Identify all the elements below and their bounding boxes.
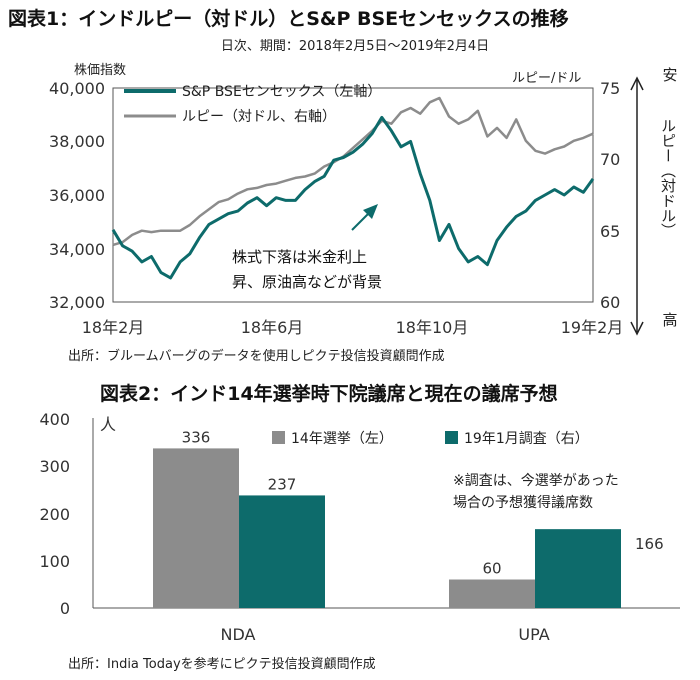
chart1-source: 出所：ブルームバーグのデータを使用しピクテ投信投資顧問作成: [68, 348, 445, 364]
value-label-nda-2014: 336: [182, 428, 211, 446]
annotation-line-1: 株式下落は米金利上: [232, 248, 367, 266]
rupee-series-line: [112, 96, 594, 247]
bar-upa-2014: [449, 579, 535, 608]
chart1-right-tick: 65: [600, 222, 620, 241]
category-label-nda: NDA: [221, 625, 256, 644]
chart2-title: 図表2：インド14年選挙時下院議席と現在の議席予想: [100, 382, 558, 405]
bar-nda-2014: [153, 448, 239, 608]
chart2-note-line-2: 場合の予想獲得議席数: [453, 494, 593, 511]
chart2-source: 出所：India Todayを参考にピクテ投信投資顧問作成: [68, 656, 376, 672]
chart1-left-tick: 40,000: [49, 79, 105, 98]
chart1-x-tick: 18年6月: [241, 318, 304, 337]
chart1-left-tick: 38,000: [49, 132, 105, 151]
chart2-y-tick: 100: [39, 552, 70, 571]
chart1-x-ticks: 18年2月 18年6月 18年10月 19年2月: [82, 318, 624, 337]
chart2-y-tick: 400: [39, 410, 70, 429]
chart2-note-line-1: ※調査は、今選挙があった: [453, 473, 619, 489]
chart1-right-tick: 75: [600, 79, 620, 98]
right-side-label-mid: ルピー（対ドル）: [659, 118, 677, 238]
chart2-y-tick: 300: [39, 457, 70, 476]
sensex-series-line: [111, 115, 595, 280]
legend-swatch-2019: [445, 431, 458, 444]
value-label-nda-2019: 237: [268, 475, 297, 493]
legend-label-2019: 19年1月調査（右）: [464, 431, 589, 447]
bar-upa-2019: [535, 529, 621, 608]
category-label-upa: UPA: [518, 625, 549, 644]
chart1-right-tick: 60: [600, 293, 620, 312]
chart2-legend: 14年選挙（左） 19年1月調査（右）: [272, 431, 589, 447]
value-label-upa-2014: 60: [482, 560, 501, 578]
chart1-legend: S&P BSEセンセックス（左軸） ルピー（対ドル、右軸）: [124, 84, 381, 125]
right-side-label-bottom: 高: [662, 311, 677, 329]
annotation-line-2: 昇、原油高などが背景: [232, 273, 382, 291]
chart1-x-tick: 18年10月: [396, 318, 469, 337]
chart2-y-axis-label: 人: [100, 415, 116, 434]
chart1-x-tick: 19年2月: [561, 318, 624, 337]
chart1-title: 図表1：インドルピー（対ドル）とS&P BSEセンセックスの推移: [8, 7, 569, 30]
chart1-left-tick: 32,000: [49, 293, 105, 312]
chart1-left-tick: 34,000: [49, 240, 105, 259]
annotation-arrow-head: [363, 204, 378, 219]
right-side-label-top: 安: [662, 66, 677, 84]
chart2-y-ticks: 400 300 200 100 0: [39, 410, 70, 618]
legend-label-2014: 14年選挙（左）: [291, 431, 393, 447]
chart1-left-axis-label: 株価指数: [74, 63, 126, 78]
chart1-x-tick: 18年2月: [82, 318, 145, 337]
chart1-left-tick: 36,000: [49, 186, 105, 205]
legend-label-sensex: S&P BSEセンセックス（左軸）: [182, 84, 381, 100]
chart1-subtitle: 日次、期間：2018年2月5日～2019年2月4日: [221, 38, 489, 54]
value-label-upa-2019: 166: [635, 535, 664, 553]
arrow-head-down: [630, 321, 644, 336]
chart1-right-tick: 70: [600, 150, 620, 169]
chart2-y-tick: 200: [39, 505, 70, 524]
bar-nda-2019: [239, 495, 325, 608]
chart2-y-tick: 0: [60, 599, 70, 618]
arrow-head-up: [630, 76, 644, 91]
chart1-left-ticks: 40,000 38,000 36,000 34,000 32,000: [49, 79, 105, 312]
legend-label-rupee: ルピー（対ドル、右軸）: [182, 109, 336, 125]
chart1-right-ticks: 75 70 65 60: [600, 79, 620, 312]
chart1-right-axis-label: ルピー/ドル: [512, 71, 581, 86]
chart1-plot-frame: [112, 87, 594, 303]
legend-swatch-2014: [272, 431, 285, 444]
